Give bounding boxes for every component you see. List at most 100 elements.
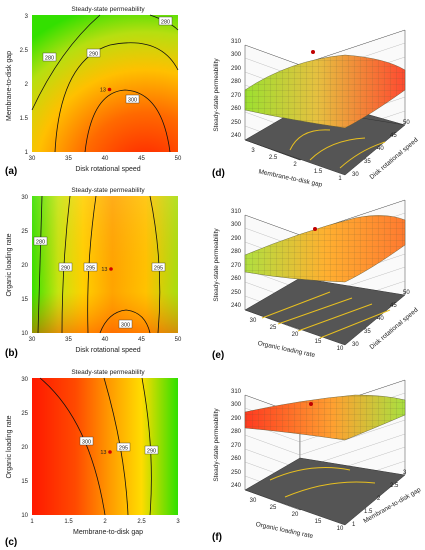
panel-e-ytick: 35	[364, 329, 371, 335]
panel-a-level-label-300: 300	[128, 98, 137, 104]
panel-c-xlabel: Membrane-to-disk gap	[73, 529, 143, 536]
panel-c-point-label: 13	[100, 450, 106, 456]
panel-f-ytick: 3	[403, 470, 407, 476]
panel-c-level-label-bg	[79, 436, 94, 446]
panel-a-xtick: 45	[138, 156, 145, 162]
panel-d-ytick: 50	[403, 120, 410, 126]
panel-a-xtick: 30	[29, 156, 36, 162]
panel-a: Steady-state permeability 280 280 290 30…	[5, 6, 182, 177]
panel-e-xtick: 15	[315, 339, 322, 345]
panel-e: 240 250 260 270 280 290 300 310 Steady-s…	[212, 199, 420, 361]
panel-f-xtick: 15	[315, 519, 322, 525]
panel-d-y-ticks: 30 35 40 45 50	[352, 120, 410, 178]
panel-e-ytick: 50	[403, 290, 410, 296]
panel-b-xtick: 40	[102, 337, 109, 343]
panel-a-ytick: 1	[25, 150, 29, 156]
panel-d-xtick: 2	[293, 162, 297, 168]
panel-c-xtick: 1	[30, 519, 34, 525]
panel-b-title: Steady-state permeability	[71, 187, 145, 194]
panel-c-contour-300	[39, 377, 106, 516]
panel-a-ytick: 1.5	[20, 116, 29, 122]
panel-d-xtick: 1	[338, 176, 342, 182]
panel-d-ytick: 40	[377, 146, 384, 152]
panel-e-ztick: 290	[231, 236, 242, 242]
panel-c-xtick: 2	[103, 519, 107, 525]
panel-a-level-label-280b: 280	[161, 20, 170, 26]
panel-b-ytick: 30	[21, 195, 28, 201]
panel-a-xtick: 40	[102, 156, 109, 162]
panel-d-ztick: 310	[231, 39, 242, 45]
panel-a-level-label-bg4	[125, 94, 140, 104]
panel-a-xlabel: Disk rotational speed	[75, 166, 140, 173]
panel-f-ztick: 310	[231, 389, 242, 395]
panel-b-level-label-295b: 295	[154, 266, 163, 272]
panel-f-ztick: 280	[231, 429, 242, 435]
panel-a-contour-300	[84, 89, 171, 153]
panel-b-level-label-bg3	[83, 262, 98, 272]
panel-a-level-label-bg	[42, 52, 57, 62]
panel-c-level-label-290: 290	[147, 449, 156, 455]
panel-c-xtick: 1.5	[64, 519, 73, 525]
panel-f-x-ticks: 30 25 20 15 10	[250, 498, 344, 532]
panel-d-letter: (d)	[212, 168, 225, 179]
panel-e-surface-mesh	[245, 215, 405, 282]
panel-a-point-label: 13	[100, 88, 106, 94]
panel-c-ytick: 15	[21, 479, 28, 485]
panel-b-ytick: 15	[21, 297, 28, 303]
panel-e-xlabel: Organic loading rate	[257, 340, 316, 359]
panel-a-level-label-280: 280	[45, 56, 54, 62]
panel-c: Steady-state permeability 300 295 290 13…	[5, 369, 180, 548]
panel-c-ytick: 25	[21, 411, 28, 417]
panel-b-level-label-300: 300	[121, 323, 130, 329]
panel-f-ytick: 2.5	[390, 483, 399, 489]
panel-c-xtick: 2.5	[137, 519, 146, 525]
panel-f-floor	[244, 457, 406, 526]
panel-b-level-label-bg2	[58, 262, 73, 272]
panel-c-letter: (c)	[5, 537, 17, 548]
panel-e-y-ticks: 30 35 40 45 50	[352, 290, 410, 348]
panel-e-xtick: 20	[292, 332, 299, 338]
panel-e-ztick: 310	[231, 209, 242, 215]
panel-f-ztick: 260	[231, 456, 242, 462]
panel-e-ytick: 45	[390, 303, 397, 309]
panel-f-surface-mesh	[245, 395, 405, 440]
panel-d-surface-mesh	[245, 55, 405, 128]
panel-d-x-ticks: 3 2.5 2 1.5 1	[251, 148, 342, 182]
panel-f-letter: (f)	[212, 532, 222, 543]
panel-a-xtick: 35	[65, 156, 72, 162]
panel-e-ytick: 40	[377, 316, 384, 322]
panel-f-design-point	[309, 402, 313, 406]
panel-f-ztick: 240	[231, 483, 242, 489]
panel-d-zlabel: Steady-state permeability	[213, 58, 220, 132]
panel-b-contour-300	[99, 309, 151, 334]
panel-c-level-label-bg2	[116, 442, 131, 452]
panel-b-design-point	[109, 267, 113, 271]
panel-b-ytick: 25	[21, 229, 28, 235]
panel-d-xtick: 1.5	[314, 169, 323, 175]
panel-e-floor-contours	[261, 291, 391, 339]
panel-e-ztick: 250	[231, 290, 242, 296]
panel-e-ztick: 270	[231, 263, 242, 269]
panel-a-ytick: 2	[25, 82, 29, 88]
panel-f-floor-contours	[269, 467, 376, 498]
panel-f-ztick: 270	[231, 443, 242, 449]
panel-b-ylabel: Organic loading rate	[6, 233, 13, 296]
panel-c-ytick: 10	[21, 513, 28, 519]
panel-c-level-label-295: 295	[119, 446, 128, 452]
panel-e-ztick: 280	[231, 249, 242, 255]
panel-f-z-ticks: 240 250 260 270 280 290 300 310	[231, 389, 242, 489]
panel-a-level-label-bg3	[86, 48, 101, 58]
panel-e-ytick: 30	[352, 342, 359, 348]
panel-d-ztick: 240	[231, 133, 242, 139]
panel-c-title: Steady-state permeability	[71, 369, 145, 376]
panel-f-ytick: 2	[377, 496, 381, 502]
panel-c-x-ticks: 1 1.5 2 2.5 3	[30, 519, 180, 525]
panel-e-ztick: 240	[231, 303, 242, 309]
panel-e-xtick: 25	[270, 325, 277, 331]
panel-d-z-ticks: 240 250 260 270 280 290 300 310	[231, 39, 242, 139]
panel-a-ylabel: Membrane-to-disk gap	[6, 51, 13, 121]
panel-b-ytick: 20	[21, 263, 28, 269]
panel-a-contour-280-left	[31, 14, 101, 111]
panel-d-ztick: 300	[231, 52, 242, 58]
panel-d-xtick: 2.5	[269, 155, 278, 161]
